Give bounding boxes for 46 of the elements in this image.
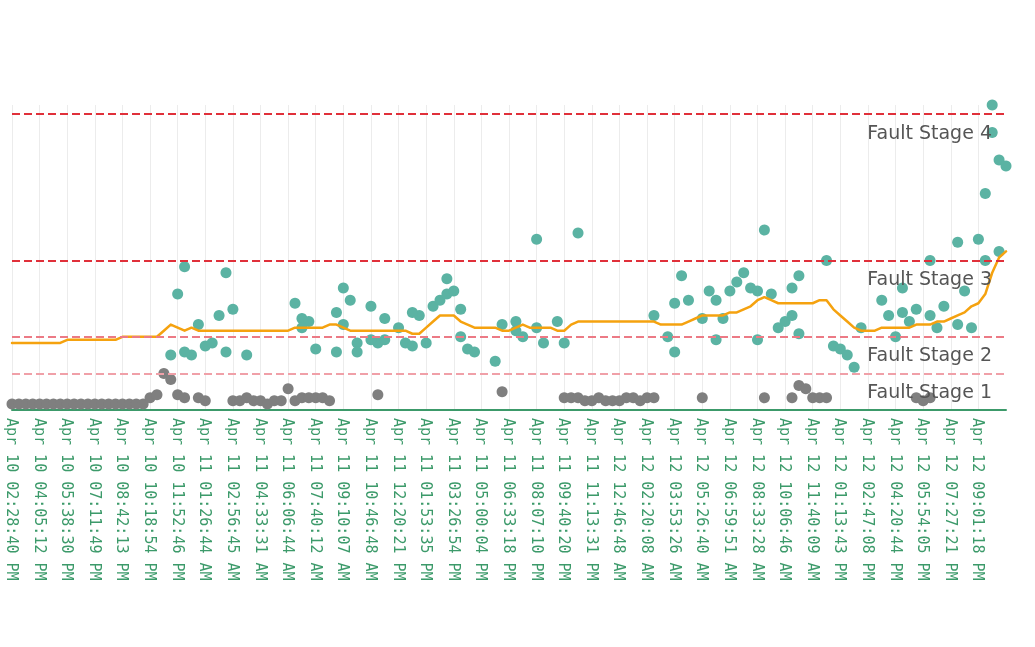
x-tick-label: Apr 10 07:11:49 PM <box>85 418 104 581</box>
x-tick-label: Apr 12 11:40:09 AM <box>803 418 822 581</box>
x-tick-label: Apr 10 04:05:12 PM <box>30 418 49 581</box>
x-tick-label: Apr 11 09:40:20 PM <box>555 418 574 581</box>
x-tick-label: Apr 12 07:27:21 PM <box>941 418 960 581</box>
x-tick-label: Apr 12 06:59:51 AM <box>720 418 739 581</box>
x-tick-label: Apr 12 01:13:43 PM <box>831 418 850 581</box>
x-tick-label: Apr 12 02:47:08 PM <box>858 418 877 581</box>
x-tick-label: Apr 11 04:33:31 AM <box>251 418 270 581</box>
x-tick-label: Apr 12 08:33:28 AM <box>748 418 767 581</box>
point <box>351 346 363 358</box>
point <box>896 306 908 318</box>
x-tick-label: Apr 11 06:06:44 AM <box>279 418 298 581</box>
point <box>220 346 232 358</box>
x-tick-label: Apr 11 09:10:07 AM <box>334 418 353 581</box>
x-tick-label: Apr 10 08:42:13 PM <box>113 418 132 581</box>
x-tick-label: Apr 11 12:20:21 PM <box>389 418 408 581</box>
x-tick-label: Apr 10 02:28:40 PM <box>3 418 21 581</box>
point <box>441 273 453 285</box>
x-tick-label: Apr 11 07:40:12 AM <box>306 418 325 581</box>
point <box>952 319 964 331</box>
x-tick-label: Apr 12 03:53:26 AM <box>665 418 684 581</box>
x-tick-label: Apr 11 01:26:44 AM <box>196 418 215 581</box>
x-tick-label: Apr 12 02:20:08 AM <box>638 418 657 581</box>
x-tick-label: Apr 12 04:20:44 PM <box>886 418 905 581</box>
point <box>924 309 936 321</box>
x-tick-label: Apr 12 09:01:18 PM <box>969 418 988 581</box>
x-tick-label: Apr 12 05:26:40 AM <box>693 418 712 581</box>
x-tick-label: Apr 12 10:06:46 AM <box>776 418 795 581</box>
point <box>330 306 342 318</box>
ref-line-label: Fault Stage 2 <box>867 343 992 366</box>
x-tick-label: Apr 11 05:00:04 PM <box>472 418 491 581</box>
x-tick-label: Apr 11 01:53:35 PM <box>417 418 436 581</box>
x-tick-label: Apr 11 11:13:31 PM <box>582 418 601 581</box>
x-tick-label: Apr 11 10:46:48 AM <box>361 418 380 581</box>
x-tick-label: Apr 12 12:46:48 AM <box>610 418 629 581</box>
point <box>669 297 681 309</box>
point <box>786 282 798 294</box>
x-tick-label: Apr 11 02:56:45 AM <box>223 418 242 581</box>
x-tick-label: Apr 11 08:07:10 PM <box>527 418 546 581</box>
x-tick-label: Apr 12 05:54:05 PM <box>914 418 933 581</box>
x-tick-label: Apr 11 03:26:54 PM <box>444 418 463 581</box>
x-tick-label: Apr 10 11:52:46 PM <box>168 418 187 581</box>
x-tick-label: Apr 10 05:38:30 PM <box>58 418 77 581</box>
x-tick-label: Apr 11 06:33:18 PM <box>500 418 518 581</box>
x-tick-label: Apr 10 10:18:54 PM <box>141 418 160 581</box>
